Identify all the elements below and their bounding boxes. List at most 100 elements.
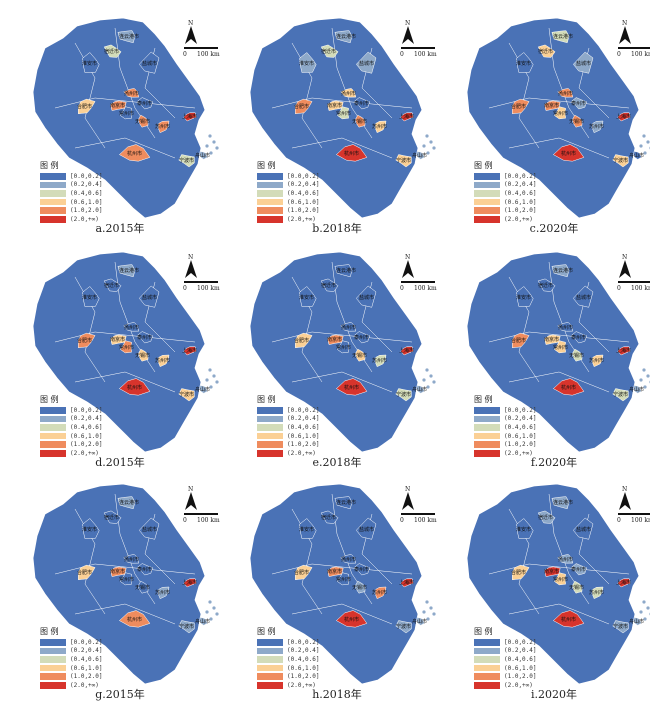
scale-bar: 0 100 km xyxy=(400,46,437,60)
legend-swatch xyxy=(474,424,500,431)
legend-swatch xyxy=(474,173,500,180)
city-label: 合肥市 xyxy=(294,570,310,576)
legend-swatch xyxy=(257,173,283,180)
island xyxy=(215,380,219,384)
city-region xyxy=(340,88,357,98)
scale-end: 100 km xyxy=(197,51,220,58)
city-region xyxy=(335,610,368,628)
city-region xyxy=(178,620,195,634)
city-region xyxy=(395,388,412,402)
legend: 图 例 [0.0,0.2] (0.2,0.4] (0.4,0.6] (0.6,1.0](… xyxy=(40,394,103,458)
city-region xyxy=(123,322,140,332)
city-label: 南京市 xyxy=(110,569,126,575)
city-label: 苏州市 xyxy=(589,124,605,130)
island xyxy=(205,378,209,382)
legend-swatch xyxy=(257,441,283,448)
legend-label: (2.0,+∞) xyxy=(287,215,316,223)
city-region xyxy=(337,340,349,354)
legend-row: (1.0,2.0] xyxy=(257,440,320,449)
legend-swatch xyxy=(474,216,500,223)
city-label: 宿迁市 xyxy=(104,515,120,521)
legend-label: (0.4,0.6] xyxy=(504,423,537,431)
panel-caption: i.2020年 xyxy=(530,688,577,701)
city-label: 泰州市 xyxy=(571,101,587,107)
city-region xyxy=(110,100,127,111)
legend: 图 例 [0.0,0.2] (0.2,0.4] (0.4,0.6] (0.6,1.0](… xyxy=(40,626,103,690)
city-label: 舟山市 xyxy=(629,153,645,159)
city-label: 无锡市 xyxy=(135,119,151,125)
scale-bar: 0 100 km xyxy=(183,46,220,60)
city-region xyxy=(117,264,136,278)
city-label: 南京市 xyxy=(327,103,343,109)
city-label: 淮安市 xyxy=(82,527,98,533)
city-label: 盐城市 xyxy=(359,295,375,301)
city-label: 连云港市 xyxy=(119,34,140,40)
legend-row: (0.4,0.6] xyxy=(257,423,320,432)
map-panel: 连云港市 宿迁市 淮安市 盐城市 合肥市 南京市 扬州市 泰州市 无锡市 常州市 苏州市 上海市 杭州市… xyxy=(449,8,650,238)
city-region xyxy=(355,114,366,128)
island xyxy=(429,140,433,144)
city-label: 舟山市 xyxy=(412,387,428,393)
legend-label: (2.0,+∞) xyxy=(504,681,533,689)
city-region xyxy=(617,346,631,356)
legend-row: (0.6,1.0] xyxy=(40,664,103,673)
scale-end: 100 km xyxy=(631,285,650,292)
city-region xyxy=(400,578,414,588)
legend: 图 例 [0.0,0.2] (0.2,0.4] (0.4,0.6] (0.6,1.0](… xyxy=(257,394,320,458)
city-region xyxy=(320,278,339,292)
city-region xyxy=(183,346,197,356)
island xyxy=(646,140,650,144)
region-outline xyxy=(466,483,640,685)
boundary-line xyxy=(74,371,176,393)
scale-bar: 0 100 km xyxy=(617,280,650,294)
city-region xyxy=(78,332,96,349)
city-region xyxy=(354,97,370,110)
island xyxy=(643,385,647,389)
city-label: 常州市 xyxy=(336,111,352,117)
boundary-line xyxy=(271,563,413,575)
legend-row: (0.2,0.4] xyxy=(257,415,320,424)
city-label: 舟山市 xyxy=(629,387,645,393)
legend-swatch xyxy=(474,673,500,680)
region-outline xyxy=(249,251,423,453)
map-panel: 连云港市 宿迁市 淮安市 盐城市 合肥市 南京市 扬州市 泰州市 无锡市 常州市 苏州市 上海市 杭州市… xyxy=(232,8,442,238)
city-region xyxy=(183,112,197,122)
island xyxy=(639,378,643,382)
legend-swatch xyxy=(474,682,500,689)
legend-swatch xyxy=(474,432,500,440)
island xyxy=(646,374,650,378)
city-region xyxy=(118,610,151,628)
island xyxy=(425,600,429,604)
legend-title: 图 例 xyxy=(474,627,493,636)
legend-row: (1.0,2.0] xyxy=(474,440,537,449)
island xyxy=(212,606,216,610)
legend-swatch xyxy=(40,190,66,197)
city-label: 泰州市 xyxy=(137,335,153,341)
city-region xyxy=(552,610,585,628)
legend-swatch xyxy=(474,207,500,214)
north-arrow-icon: N xyxy=(617,20,635,50)
city-region xyxy=(537,44,556,58)
city-region xyxy=(117,496,136,510)
city-label: 连云港市 xyxy=(553,268,574,274)
island xyxy=(429,374,433,378)
legend-swatch xyxy=(257,207,283,214)
legend-row: [0.0,0.2] xyxy=(40,406,103,415)
city-region xyxy=(340,322,357,332)
north-label: N xyxy=(188,20,194,27)
city-label: 宁波市 xyxy=(179,392,195,398)
legend-row: (1.0,2.0] xyxy=(474,206,537,215)
island xyxy=(422,144,426,148)
city-region xyxy=(334,30,353,44)
city-label: 上海市 xyxy=(182,114,198,120)
city-label: 淮安市 xyxy=(82,61,98,67)
city-region xyxy=(537,510,556,524)
city-label: 常州市 xyxy=(119,111,135,117)
city-region xyxy=(103,510,122,524)
city-region xyxy=(612,154,629,168)
north-arrow-icon: N xyxy=(617,254,635,284)
city-label: 无锡市 xyxy=(352,353,368,359)
city-region xyxy=(512,332,530,349)
legend-title: 图 例 xyxy=(40,161,59,170)
legend-title: 图 例 xyxy=(40,395,59,404)
